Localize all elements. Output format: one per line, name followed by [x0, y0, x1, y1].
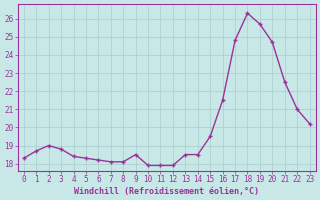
X-axis label: Windchill (Refroidissement éolien,°C): Windchill (Refroidissement éolien,°C): [74, 187, 259, 196]
